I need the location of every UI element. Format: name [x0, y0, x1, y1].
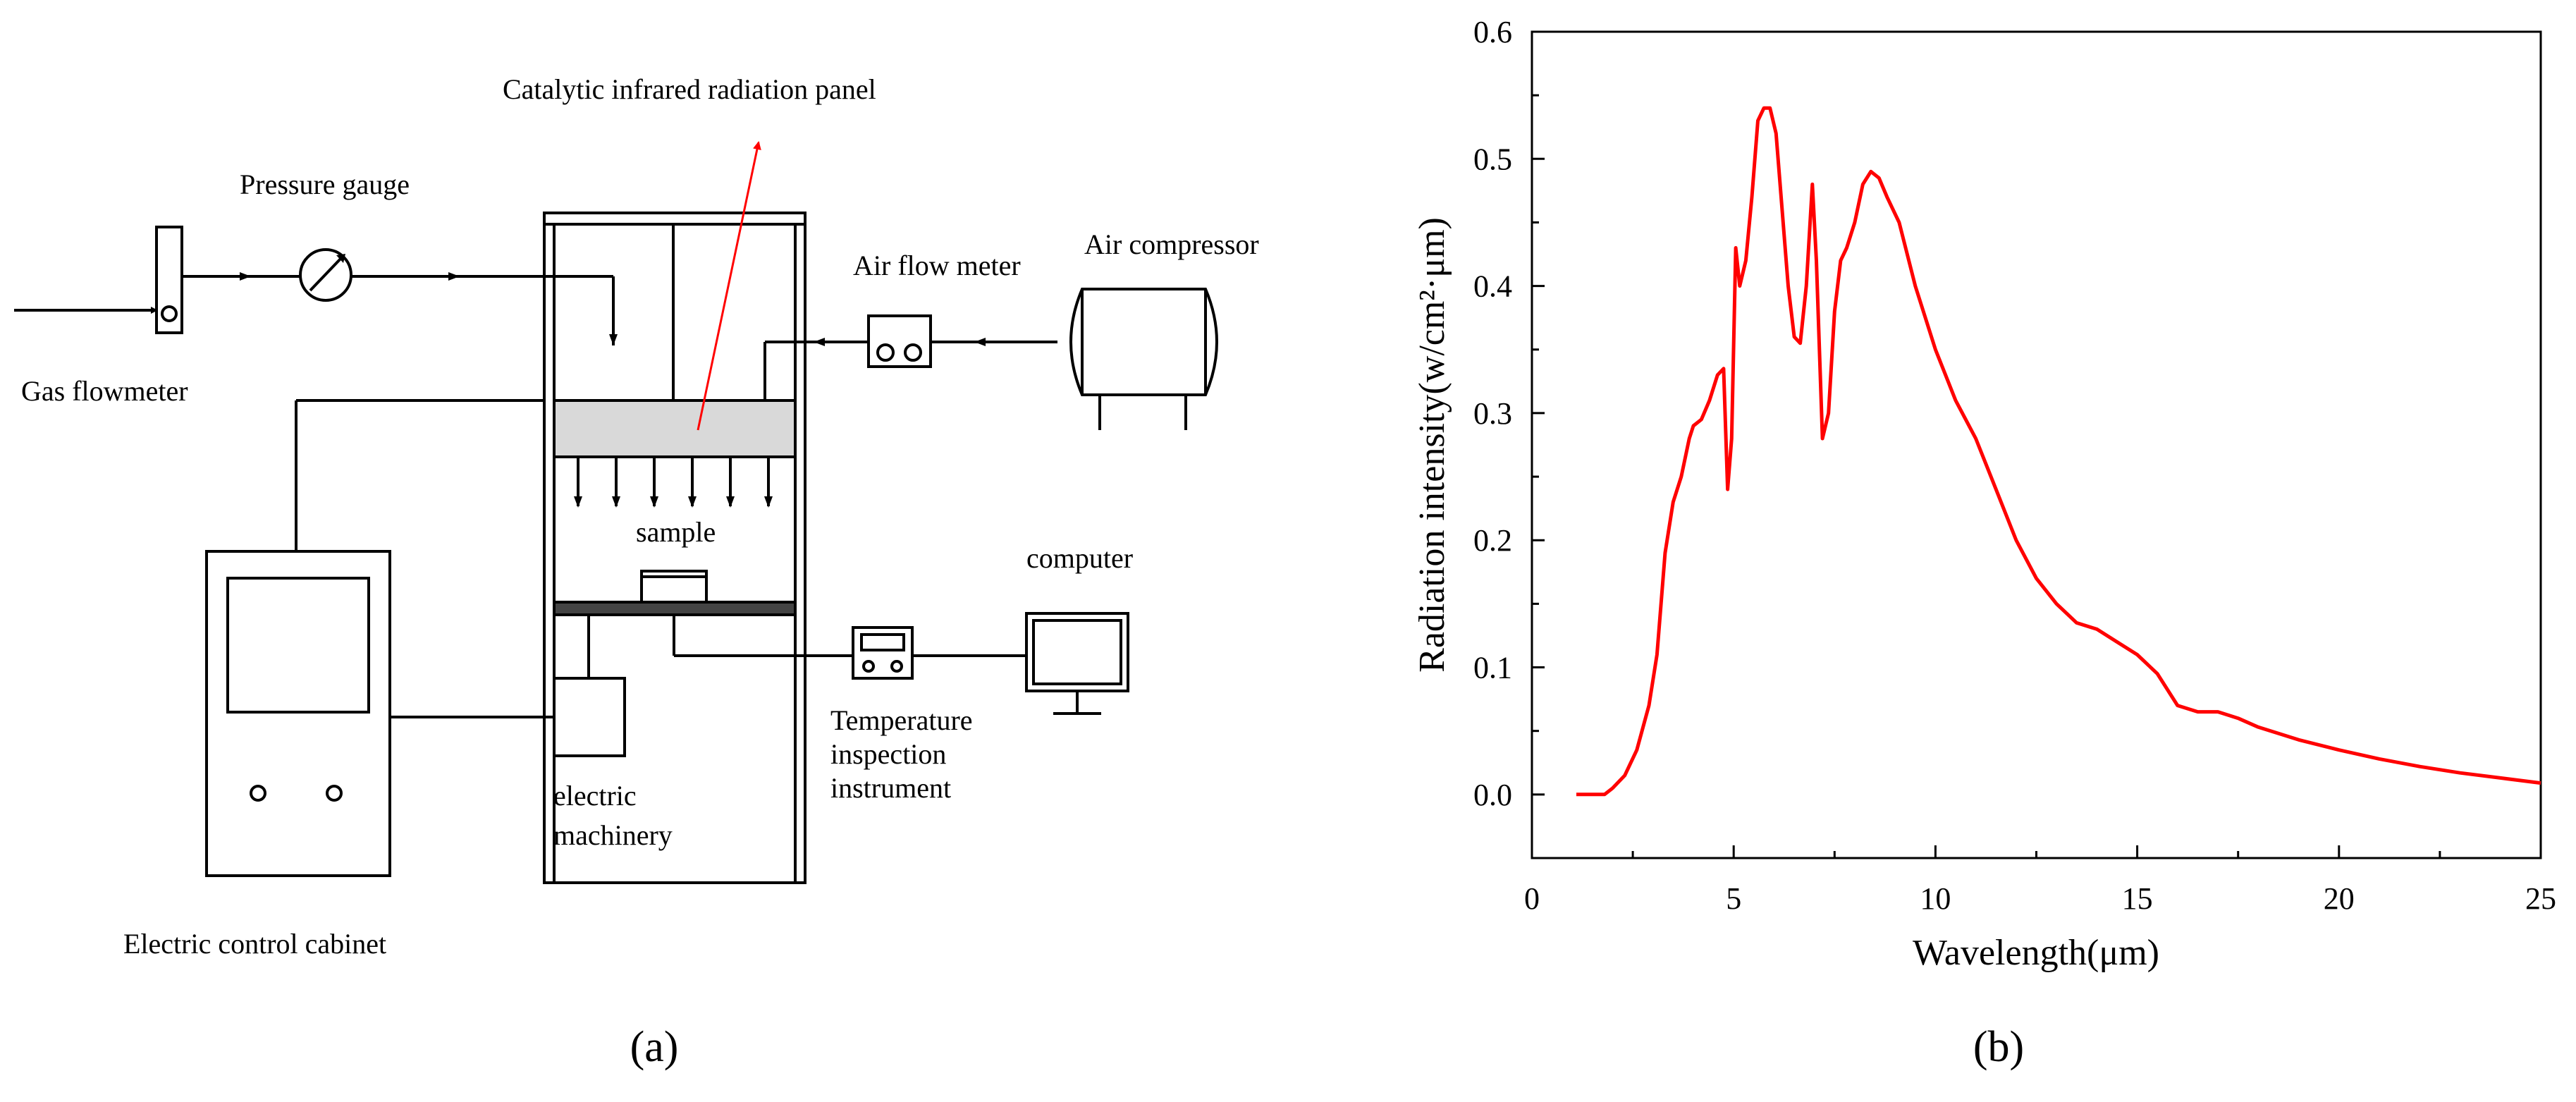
y-tick-label: 0.1 — [1473, 651, 1512, 685]
chamber-frame — [543, 212, 806, 884]
label-sample: sample — [636, 516, 716, 548]
air-flow-meter-device — [867, 314, 932, 368]
label-catalytic-panel: Catalytic infrared radiation panel — [503, 73, 876, 105]
y-tick-label: 0.3 — [1473, 396, 1512, 431]
y-axis-ticks: 0.0 0.1 0.2 0.3 0.4 0.5 0.6 — [1473, 15, 1545, 812]
x-axis-ticks: 0 5 10 15 20 25 — [1524, 845, 2556, 916]
label-computer: computer — [1026, 542, 1133, 574]
x-tick-label: 20 — [2324, 881, 2355, 916]
label-electric-1: electric — [553, 780, 637, 812]
x-tick-label: 5 — [1726, 881, 1741, 916]
caption-a: (a) — [630, 1023, 679, 1071]
x-tick-label: 25 — [2525, 881, 2556, 916]
label-pressure-gauge: Pressure gauge — [240, 169, 410, 200]
label-electric-2: machinery — [553, 819, 673, 851]
label-temperature-1: Temperature — [830, 704, 973, 736]
electric-machinery-box — [553, 677, 626, 757]
label-temperature-3: instrument — [830, 772, 951, 804]
x-tick-label: 15 — [2122, 881, 2153, 916]
x-axis-label: Wavelength(μm) — [1913, 933, 2159, 973]
computer-monitor — [1025, 612, 1129, 692]
label-gas-flowmeter: Gas flowmeter — [21, 375, 188, 407]
y-tick-label: 0.2 — [1473, 523, 1512, 558]
y-tick-label: 0.5 — [1473, 142, 1512, 176]
radiation-intensity-line — [1576, 106, 2541, 797]
catalytic-panel-plate — [553, 399, 797, 458]
cabinet-screen — [226, 577, 370, 714]
y-tick-label: 0.6 — [1473, 15, 1512, 49]
air-compressor-tank — [1069, 288, 1218, 396]
x-tick-label: 10 — [1920, 881, 1951, 916]
gas-flowmeter-float — [161, 305, 178, 322]
x-tick-label: 0 — [1524, 881, 1540, 916]
label-temperature-2: inspection — [830, 738, 946, 770]
y-axis-label: Radiation intensity(w/cm²·μm) — [1412, 217, 1452, 673]
caption-b: (b) — [1973, 1023, 2024, 1071]
label-cabinet: Electric control cabinet — [123, 928, 386, 960]
y-tick-label: 0.0 — [1473, 778, 1512, 812]
schematic-diagram — [14, 212, 1218, 884]
chart-plot-frame — [1531, 30, 2542, 859]
radiation-spectrum-chart: 0.0 0.1 0.2 0.3 0.4 0.5 0.6 0 5 10 15 20 25 Wavelen… — [1412, 15, 2556, 973]
y-tick-label: 0.4 — [1473, 269, 1512, 304]
label-air-compressor: Air compressor — [1084, 228, 1259, 260]
gas-flowmeter-device — [155, 226, 183, 334]
radiation-arrows — [574, 457, 773, 508]
sample-tray — [553, 601, 797, 616]
label-air-flow-meter: Air flow meter — [853, 250, 1021, 281]
catalytic-panel-pointer — [697, 141, 761, 431]
